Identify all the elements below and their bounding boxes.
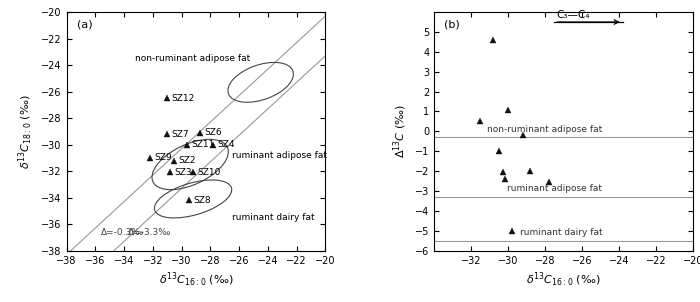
Text: SZ2: SZ2: [178, 156, 196, 165]
Text: SZ3: SZ3: [174, 168, 192, 177]
Text: (b): (b): [444, 19, 460, 29]
Text: ruminant adipose fat: ruminant adipose fat: [232, 151, 327, 160]
Text: ruminant dairy fat: ruminant dairy fat: [520, 228, 603, 237]
Text: SZ10: SZ10: [197, 168, 220, 177]
Y-axis label: $\delta^{13}C_{18:0}$ (‰): $\delta^{13}C_{18:0}$ (‰): [18, 94, 36, 169]
Text: (a): (a): [77, 19, 92, 29]
Text: SZ4: SZ4: [218, 140, 235, 149]
Text: C₃—C₄: C₃—C₄: [556, 10, 589, 20]
Text: SZ8: SZ8: [193, 196, 211, 205]
Text: SZ9: SZ9: [154, 153, 172, 162]
Text: ruminant adipose fat: ruminant adipose fat: [508, 185, 603, 193]
Text: non-ruminant adipose fat: non-ruminant adipose fat: [487, 125, 603, 134]
Text: Δ=-0.3‰: Δ=-0.3‰: [101, 228, 144, 237]
X-axis label: $\delta^{13}C_{16:0}$ (‰): $\delta^{13}C_{16:0}$ (‰): [159, 271, 233, 289]
Text: SZ6: SZ6: [204, 128, 222, 137]
Y-axis label: $\Delta^{13}C$ (‰): $\Delta^{13}C$ (‰): [392, 104, 410, 158]
Text: ruminant dairy fat: ruminant dairy fat: [232, 213, 314, 222]
Text: SZ12: SZ12: [172, 94, 195, 103]
X-axis label: $\delta^{13}C_{16:0}$ (‰): $\delta^{13}C_{16:0}$ (‰): [526, 271, 601, 289]
Text: SZ11: SZ11: [192, 140, 215, 149]
Text: non-ruminant adipose fat: non-ruminant adipose fat: [135, 54, 251, 63]
Text: SZ7: SZ7: [172, 130, 189, 139]
Text: Δ=-3.3‰: Δ=-3.3‰: [128, 228, 172, 237]
